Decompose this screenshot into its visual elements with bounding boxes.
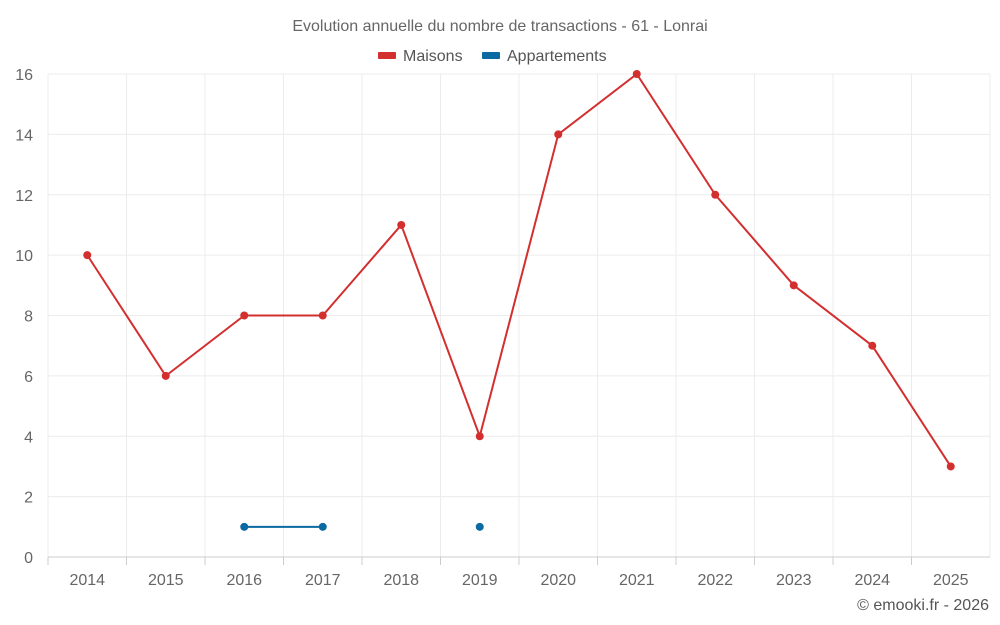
y-tick-label: 4 <box>24 429 33 446</box>
grid <box>47 73 991 558</box>
y-tick-label: 8 <box>24 309 33 326</box>
x-tick-label: 2014 <box>69 572 105 589</box>
y-tick-label: 10 <box>15 248 33 265</box>
data-point-appartements <box>240 522 249 531</box>
x-tick-label: 2018 <box>383 572 419 589</box>
x-tick-label: 2024 <box>854 572 890 589</box>
data-point-maisons <box>240 311 249 320</box>
data-point-maisons <box>868 341 877 350</box>
data-point-maisons <box>475 432 484 441</box>
data-point-maisons <box>161 371 170 380</box>
data-point-maisons <box>946 462 955 471</box>
data-point-maisons <box>397 220 406 229</box>
data-point-maisons <box>789 281 798 290</box>
legend-item-maisons[interactable]: Maisons <box>378 48 463 65</box>
series-appartements <box>240 522 484 531</box>
legend: Maisons Appartements <box>378 48 607 65</box>
x-tick-label: 2025 <box>933 572 969 589</box>
data-point-appartements <box>318 522 327 531</box>
legend-label-appartements: Appartements <box>507 48 607 65</box>
x-tick-label: 2023 <box>776 572 812 589</box>
x-tick-label: 2022 <box>697 572 733 589</box>
x-tick-label: 2021 <box>619 572 655 589</box>
data-point-maisons <box>632 70 641 78</box>
data-point-maisons <box>318 311 327 320</box>
y-tick-label: 14 <box>15 127 33 144</box>
x-tick-label: 2020 <box>540 572 576 589</box>
data-point-maisons <box>554 130 563 139</box>
data-point-maisons <box>83 251 92 260</box>
series-line-maisons <box>86 73 952 467</box>
legend-swatch-appartements <box>482 52 500 59</box>
x-tick-label: 2017 <box>305 572 341 589</box>
legend-item-appartements[interactable]: Appartements <box>482 48 607 65</box>
legend-label-maisons: Maisons <box>403 48 463 65</box>
x-tick-label: 2016 <box>226 572 262 589</box>
series-maisons <box>83 70 955 471</box>
x-tick-label: 2015 <box>148 572 184 589</box>
y-axis: 0 2 4 6 8 10 12 14 16 <box>15 67 33 567</box>
credits[interactable]: © emooki.fr - 2026 <box>857 597 989 614</box>
y-tick-label: 0 <box>24 550 33 567</box>
x-tick-label: 2019 <box>462 572 498 589</box>
y-tick-label: 12 <box>15 188 33 205</box>
chart-title: Evolution annuelle du nombre de transact… <box>292 18 707 35</box>
data-point-appartements <box>475 522 484 531</box>
y-tick-label: 6 <box>24 369 33 386</box>
legend-swatch-maisons <box>378 52 396 59</box>
data-point-maisons <box>711 190 720 199</box>
y-tick-label: 16 <box>15 67 33 84</box>
x-axis: 2014 2015 2016 2017 2018 2019 2020 2021 2022 2023… <box>47 557 969 589</box>
y-tick-label: 2 <box>24 490 33 507</box>
series-layer <box>83 70 955 531</box>
